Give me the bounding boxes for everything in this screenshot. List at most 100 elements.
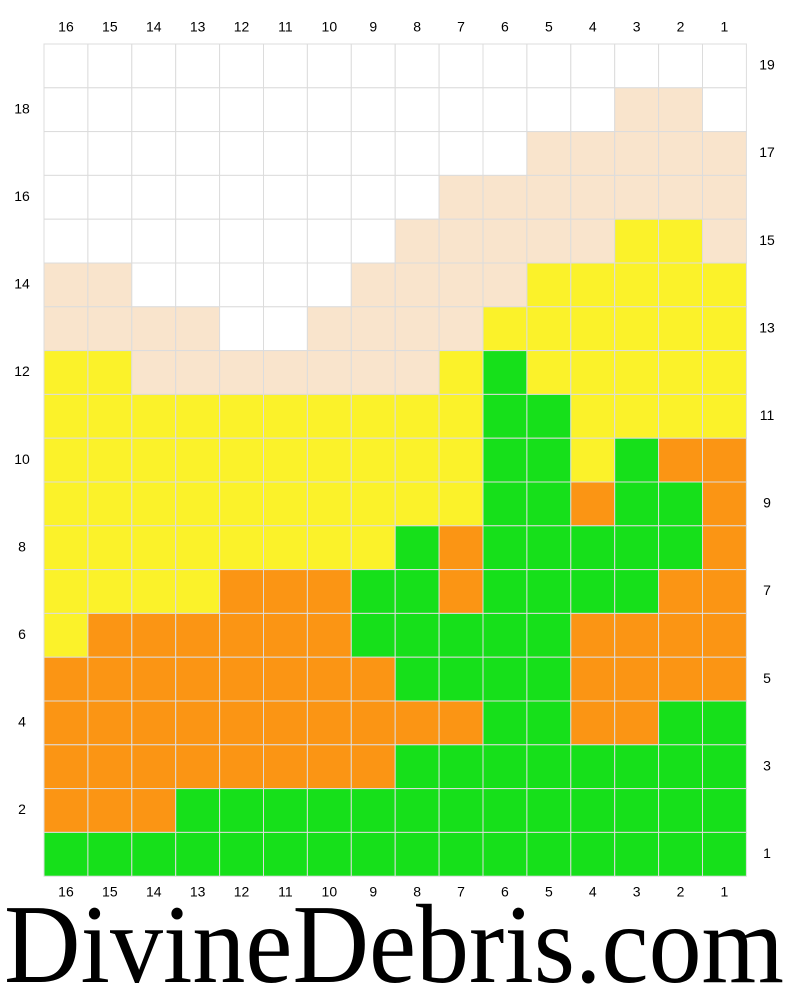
column-label-top: 14 [146, 19, 162, 35]
cell [175, 700, 221, 746]
cell [394, 306, 440, 352]
cell [438, 437, 484, 483]
cell [306, 262, 352, 308]
cell [526, 174, 572, 220]
column-label-top: 8 [413, 19, 421, 35]
cell [614, 218, 660, 264]
cell [43, 525, 89, 571]
cell [482, 262, 528, 308]
row-label-right: 1 [763, 845, 771, 861]
cell [394, 656, 440, 702]
cell [702, 393, 747, 439]
cell [263, 481, 308, 527]
cell [350, 131, 396, 176]
cell [175, 306, 221, 352]
cell [394, 831, 440, 877]
cell [175, 87, 221, 133]
cell [570, 262, 616, 308]
cell [87, 831, 133, 877]
cell [658, 700, 703, 746]
cell [658, 525, 703, 571]
cell [482, 525, 528, 571]
column-label-bottom: 1 [721, 884, 729, 900]
cell [131, 262, 177, 308]
cell [350, 744, 396, 790]
cell [87, 744, 133, 790]
cell [219, 612, 265, 658]
cell [306, 700, 352, 746]
cell [219, 656, 265, 702]
cell [702, 525, 747, 571]
cell [614, 393, 660, 439]
cell [306, 350, 352, 395]
cell [526, 262, 572, 308]
column-label-bottom: 11 [278, 884, 293, 900]
cell [614, 525, 660, 571]
cell [438, 350, 484, 395]
cell [87, 306, 133, 352]
column-label-bottom: 14 [146, 884, 162, 900]
cell [658, 437, 703, 483]
column-label-bottom: 2 [677, 884, 685, 900]
cell [43, 218, 89, 264]
cell [131, 788, 177, 833]
row-label-left: 12 [14, 363, 30, 379]
cell [702, 43, 747, 89]
cell [87, 350, 133, 395]
cell [175, 656, 221, 702]
cell [570, 437, 616, 483]
cell [614, 612, 660, 658]
cell [131, 218, 177, 264]
cell [87, 131, 133, 176]
cell [394, 131, 440, 176]
cell [526, 788, 572, 833]
cell [658, 43, 703, 89]
cell [570, 525, 616, 571]
cell [219, 788, 265, 833]
cell [175, 218, 221, 264]
cell [614, 174, 660, 220]
cell [570, 656, 616, 702]
cell [306, 481, 352, 527]
cell [658, 350, 703, 395]
cell [438, 262, 484, 308]
column-label-bottom: 16 [58, 884, 74, 900]
cell [394, 525, 440, 571]
cell [702, 87, 747, 133]
cell [131, 306, 177, 352]
cell [394, 262, 440, 308]
cell [263, 350, 308, 395]
cell [482, 218, 528, 264]
cell [43, 393, 89, 439]
column-label-top: 2 [677, 19, 685, 35]
cell [394, 174, 440, 220]
column-label-top: 11 [278, 19, 293, 35]
cell [306, 831, 352, 877]
cell [131, 87, 177, 133]
cell [526, 656, 572, 702]
cell [43, 43, 89, 89]
cell [306, 569, 352, 614]
column-label-top: 10 [322, 19, 338, 35]
cell [570, 174, 616, 220]
cell [438, 174, 484, 220]
cell [175, 131, 221, 176]
cell [702, 306, 747, 352]
column-label-top: 1 [721, 19, 729, 35]
cell [131, 174, 177, 220]
column-label-bottom: 6 [501, 884, 509, 900]
row-label-left: 16 [14, 188, 30, 204]
column-label-top: 15 [102, 19, 118, 35]
cell [219, 87, 265, 133]
cell [219, 525, 265, 571]
row-label-left: 2 [18, 801, 26, 817]
cell [219, 569, 265, 614]
cell [614, 481, 660, 527]
cell [570, 569, 616, 614]
cell [263, 393, 308, 439]
cell [394, 218, 440, 264]
cell [87, 525, 133, 571]
cell [175, 481, 221, 527]
cell [131, 481, 177, 527]
